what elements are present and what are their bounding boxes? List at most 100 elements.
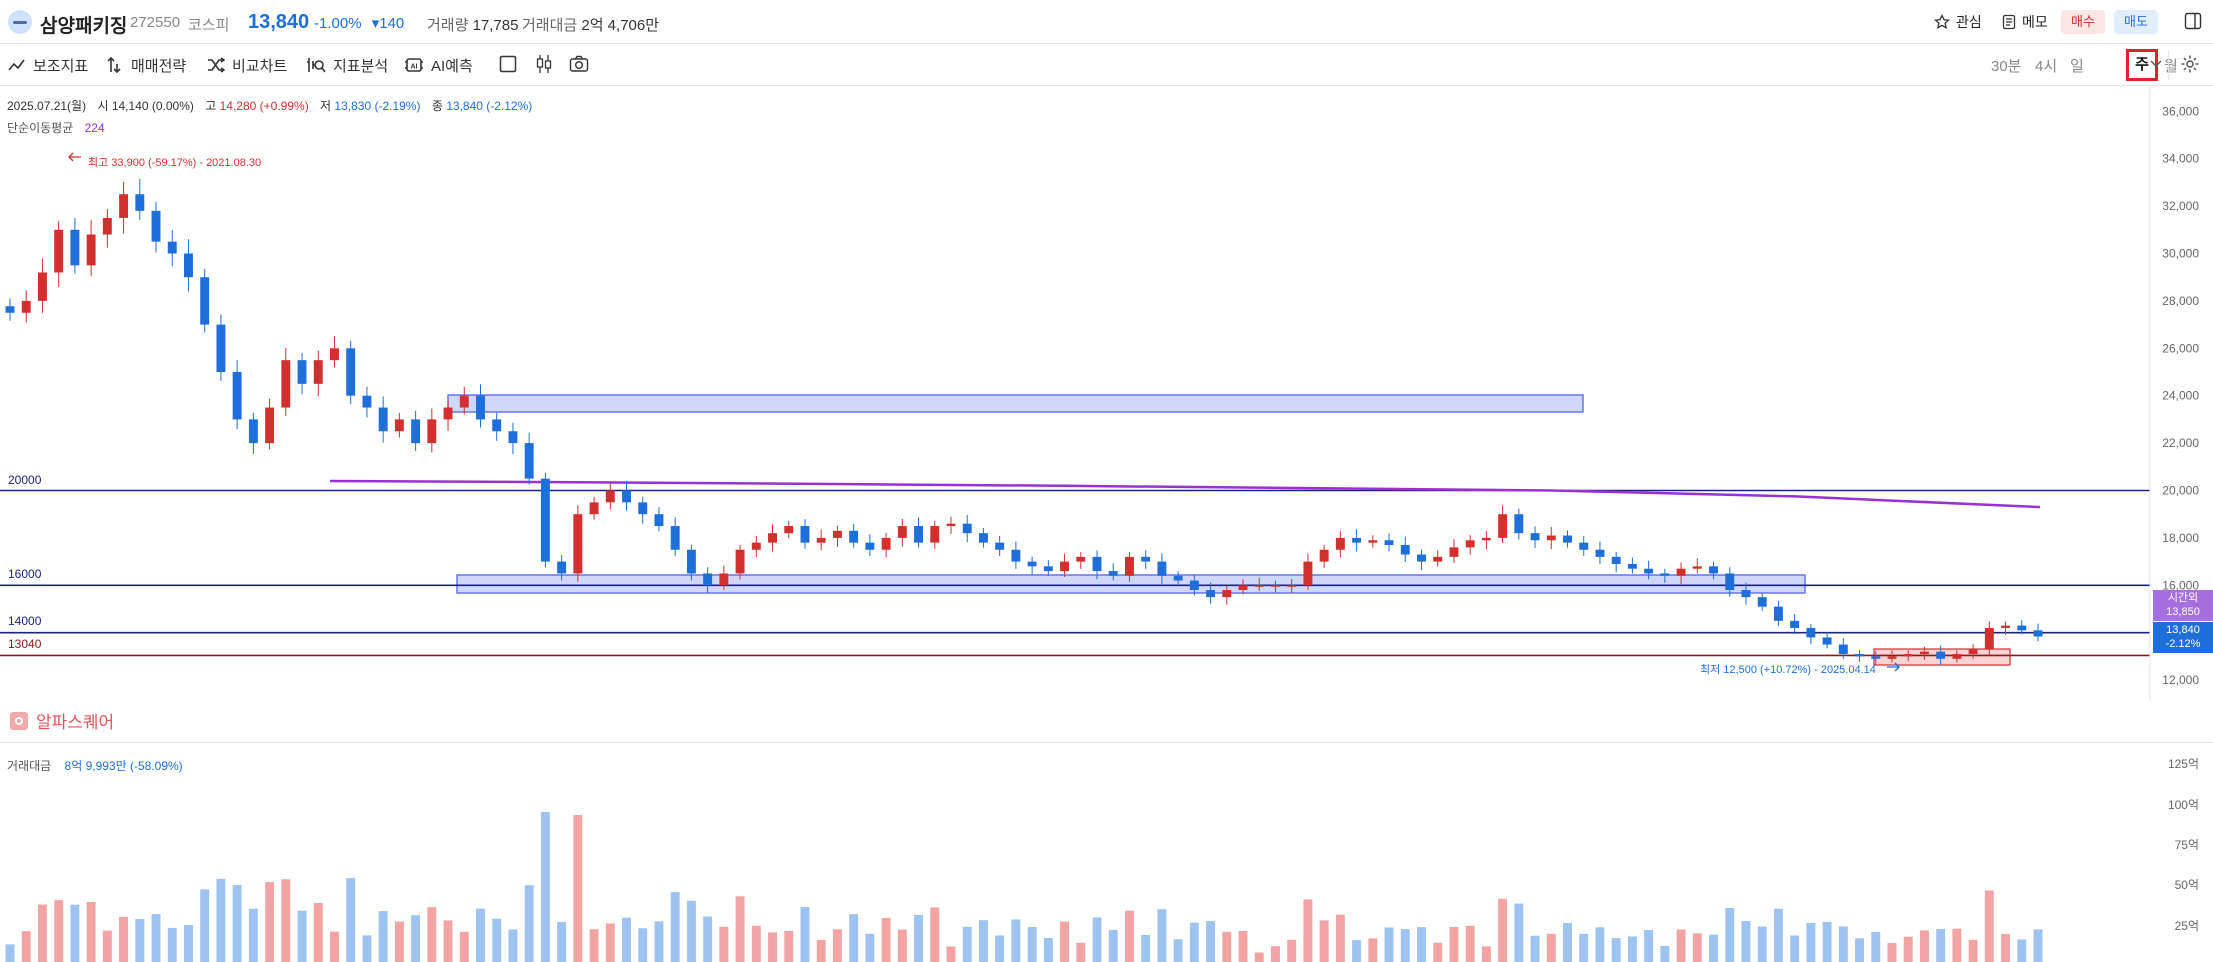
compare-button[interactable]: 비교차트 xyxy=(207,54,287,76)
volume-bar[interactable] xyxy=(1335,914,1345,962)
volume-bar[interactable] xyxy=(1141,935,1151,962)
candle-body[interactable] xyxy=(1319,549,1329,562)
analysis-button[interactable]: 지표분석 xyxy=(306,54,388,76)
volume-bar[interactable] xyxy=(719,926,729,962)
candle-body[interactable] xyxy=(1206,590,1216,598)
candle-body[interactable] xyxy=(1124,556,1134,576)
volume-bar[interactable] xyxy=(638,928,648,962)
candle-body[interactable] xyxy=(1011,549,1021,562)
volume-bar[interactable] xyxy=(167,927,177,962)
candle-body[interactable] xyxy=(1838,644,1848,655)
volume-bar[interactable] xyxy=(589,929,599,962)
candlestick-icon[interactable] xyxy=(535,54,553,74)
alpha-square-section[interactable]: 알파스퀘어 xyxy=(10,708,114,733)
volume-bar[interactable] xyxy=(524,885,534,962)
candle-body[interactable] xyxy=(1579,542,1589,550)
volume-bar[interactable] xyxy=(1173,939,1183,962)
volume-bar[interactable] xyxy=(1222,931,1232,962)
volume-bar[interactable] xyxy=(654,921,664,962)
volume-bar[interactable] xyxy=(459,931,469,962)
volume-bar[interactable] xyxy=(21,931,31,962)
volume-bar[interactable] xyxy=(1368,938,1378,962)
candle-body[interactable] xyxy=(1417,554,1426,562)
volume-bar[interactable] xyxy=(1579,933,1589,962)
candle-body[interactable] xyxy=(1855,654,1864,657)
volume-bar[interactable] xyxy=(1595,927,1605,962)
volume-bar[interactable] xyxy=(1773,908,1783,962)
volume-bar[interactable] xyxy=(1919,930,1929,962)
volume-bar[interactable] xyxy=(2033,929,2043,962)
strategy-button[interactable]: 매매전략 xyxy=(106,54,186,76)
volume-bar[interactable] xyxy=(1254,952,1264,962)
chevron-down-icon[interactable] xyxy=(2150,60,2162,68)
candle-body[interactable] xyxy=(508,431,518,444)
volume-bar[interactable] xyxy=(1968,939,1978,962)
volume-bar[interactable] xyxy=(1481,946,1491,962)
candle-body[interactable] xyxy=(654,514,664,527)
volume-bar[interactable] xyxy=(1563,923,1572,962)
candle-body[interactable] xyxy=(1968,649,1978,655)
volume-bar[interactable] xyxy=(2001,934,2011,962)
volume-bar[interactable] xyxy=(1790,935,1800,962)
candle-body[interactable] xyxy=(37,272,47,301)
candle-body[interactable] xyxy=(411,419,421,444)
volume-bar[interactable] xyxy=(1124,910,1134,962)
candle-body[interactable] xyxy=(54,229,64,273)
candle-body[interactable] xyxy=(459,395,469,408)
volume-bar[interactable] xyxy=(151,914,161,962)
volume-bar[interactable] xyxy=(832,929,842,962)
volume-bar[interactable] xyxy=(1903,936,1913,962)
candle-body[interactable] xyxy=(151,210,161,242)
volume-bar[interactable] xyxy=(1741,921,1751,962)
volume-bar[interactable] xyxy=(751,925,761,962)
volume-bar[interactable] xyxy=(849,914,859,962)
candle-body[interactable] xyxy=(930,526,940,543)
ai-button[interactable]: AI AI예측 xyxy=(404,54,473,76)
candle-body[interactable] xyxy=(784,526,794,534)
volume-bar[interactable] xyxy=(2017,939,2027,962)
candle-body[interactable] xyxy=(589,502,599,515)
volume-bar[interactable] xyxy=(622,917,631,962)
candle-body[interactable] xyxy=(816,537,826,543)
support-zone[interactable] xyxy=(456,574,1806,594)
volume-bar[interactable] xyxy=(411,915,421,962)
volume-bar[interactable] xyxy=(1384,927,1394,962)
candle-body[interactable] xyxy=(1189,580,1199,591)
volume-bar[interactable] xyxy=(508,929,518,962)
candle-body[interactable] xyxy=(1027,561,1037,567)
volume-bar[interactable] xyxy=(1855,938,1864,962)
volume-bar[interactable] xyxy=(703,916,713,962)
candle-body[interactable] xyxy=(427,419,437,444)
candle-body[interactable] xyxy=(1546,535,1556,541)
candle-body[interactable] xyxy=(1303,561,1313,586)
candle-body[interactable] xyxy=(1481,537,1491,541)
volume-bar[interactable] xyxy=(573,815,583,962)
candle-body[interactable] xyxy=(800,526,810,543)
volume-bar[interactable] xyxy=(248,908,258,962)
candle-body[interactable] xyxy=(362,395,372,408)
gear-icon[interactable] xyxy=(2180,54,2200,74)
candle-body[interactable] xyxy=(719,573,729,586)
volume-bar[interactable] xyxy=(297,910,307,962)
volume-bar[interactable] xyxy=(1546,933,1556,962)
volume-bar[interactable] xyxy=(70,904,80,962)
candle-body[interactable] xyxy=(524,443,534,479)
candle-body[interactable] xyxy=(1108,571,1118,576)
candle-body[interactable] xyxy=(135,194,145,211)
volume-bar[interactable] xyxy=(427,907,437,962)
volume-bar[interactable] xyxy=(1303,899,1313,962)
candle-body[interactable] xyxy=(1141,556,1151,562)
volume-bar[interactable] xyxy=(492,918,502,962)
candle-body[interactable] xyxy=(1433,556,1443,562)
volume-chart[interactable] xyxy=(0,760,2150,962)
volume-bar[interactable] xyxy=(946,946,956,962)
candle-body[interactable] xyxy=(1092,556,1102,572)
sell-button[interactable]: 매도 xyxy=(2114,10,2158,34)
candle-body[interactable] xyxy=(313,360,323,384)
volume-bar[interactable] xyxy=(1514,903,1524,962)
candle-body[interactable] xyxy=(200,277,210,325)
volume-bar[interactable] xyxy=(119,916,129,962)
volume-bar[interactable] xyxy=(784,931,794,962)
volume-bar[interactable] xyxy=(978,920,988,962)
candle-body[interactable] xyxy=(914,526,924,543)
